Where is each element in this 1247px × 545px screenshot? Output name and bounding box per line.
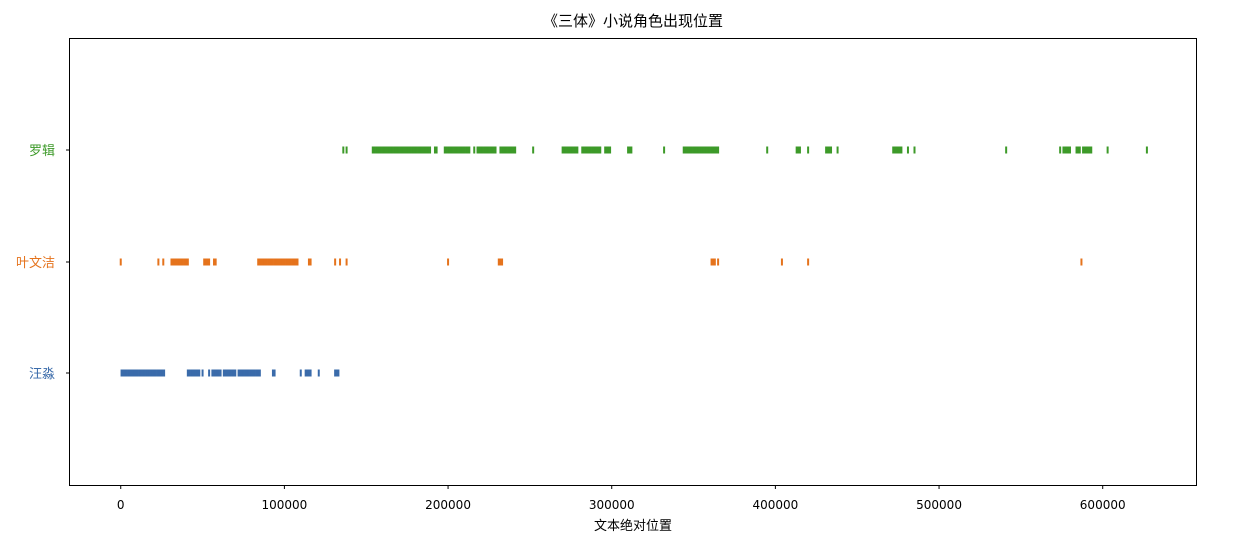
y-tick-label: 叶文洁 — [16, 256, 55, 271]
x-tick-label: 400000 — [752, 498, 798, 512]
chart-title: 《三体》小说角色出现位置 — [543, 12, 723, 30]
y-tick-label: 汪淼 — [29, 367, 55, 382]
x-tick-label: 500000 — [916, 498, 962, 512]
y-axis: 汪淼 叶文洁 罗辑 — [16, 144, 70, 382]
event-markers — [119, 146, 1148, 377]
x-axis-label: 文本绝对位置 — [594, 518, 672, 534]
series-汪淼 — [120, 369, 340, 377]
x-axis: 0 100000 200000 300000 400000 500000 600000 — [117, 485, 1126, 512]
x-tick-label: 100000 — [261, 498, 307, 512]
series-罗辑 — [342, 146, 1148, 154]
x-tick-label: 300000 — [589, 498, 635, 512]
plot-area-frame — [69, 38, 1197, 486]
x-tick-label: 600000 — [1080, 498, 1126, 512]
series-叶文洁 — [119, 258, 1083, 266]
x-tick-label: 0 — [117, 498, 125, 512]
x-tick-label: 200000 — [425, 498, 471, 512]
y-tick-label: 罗辑 — [29, 144, 55, 159]
